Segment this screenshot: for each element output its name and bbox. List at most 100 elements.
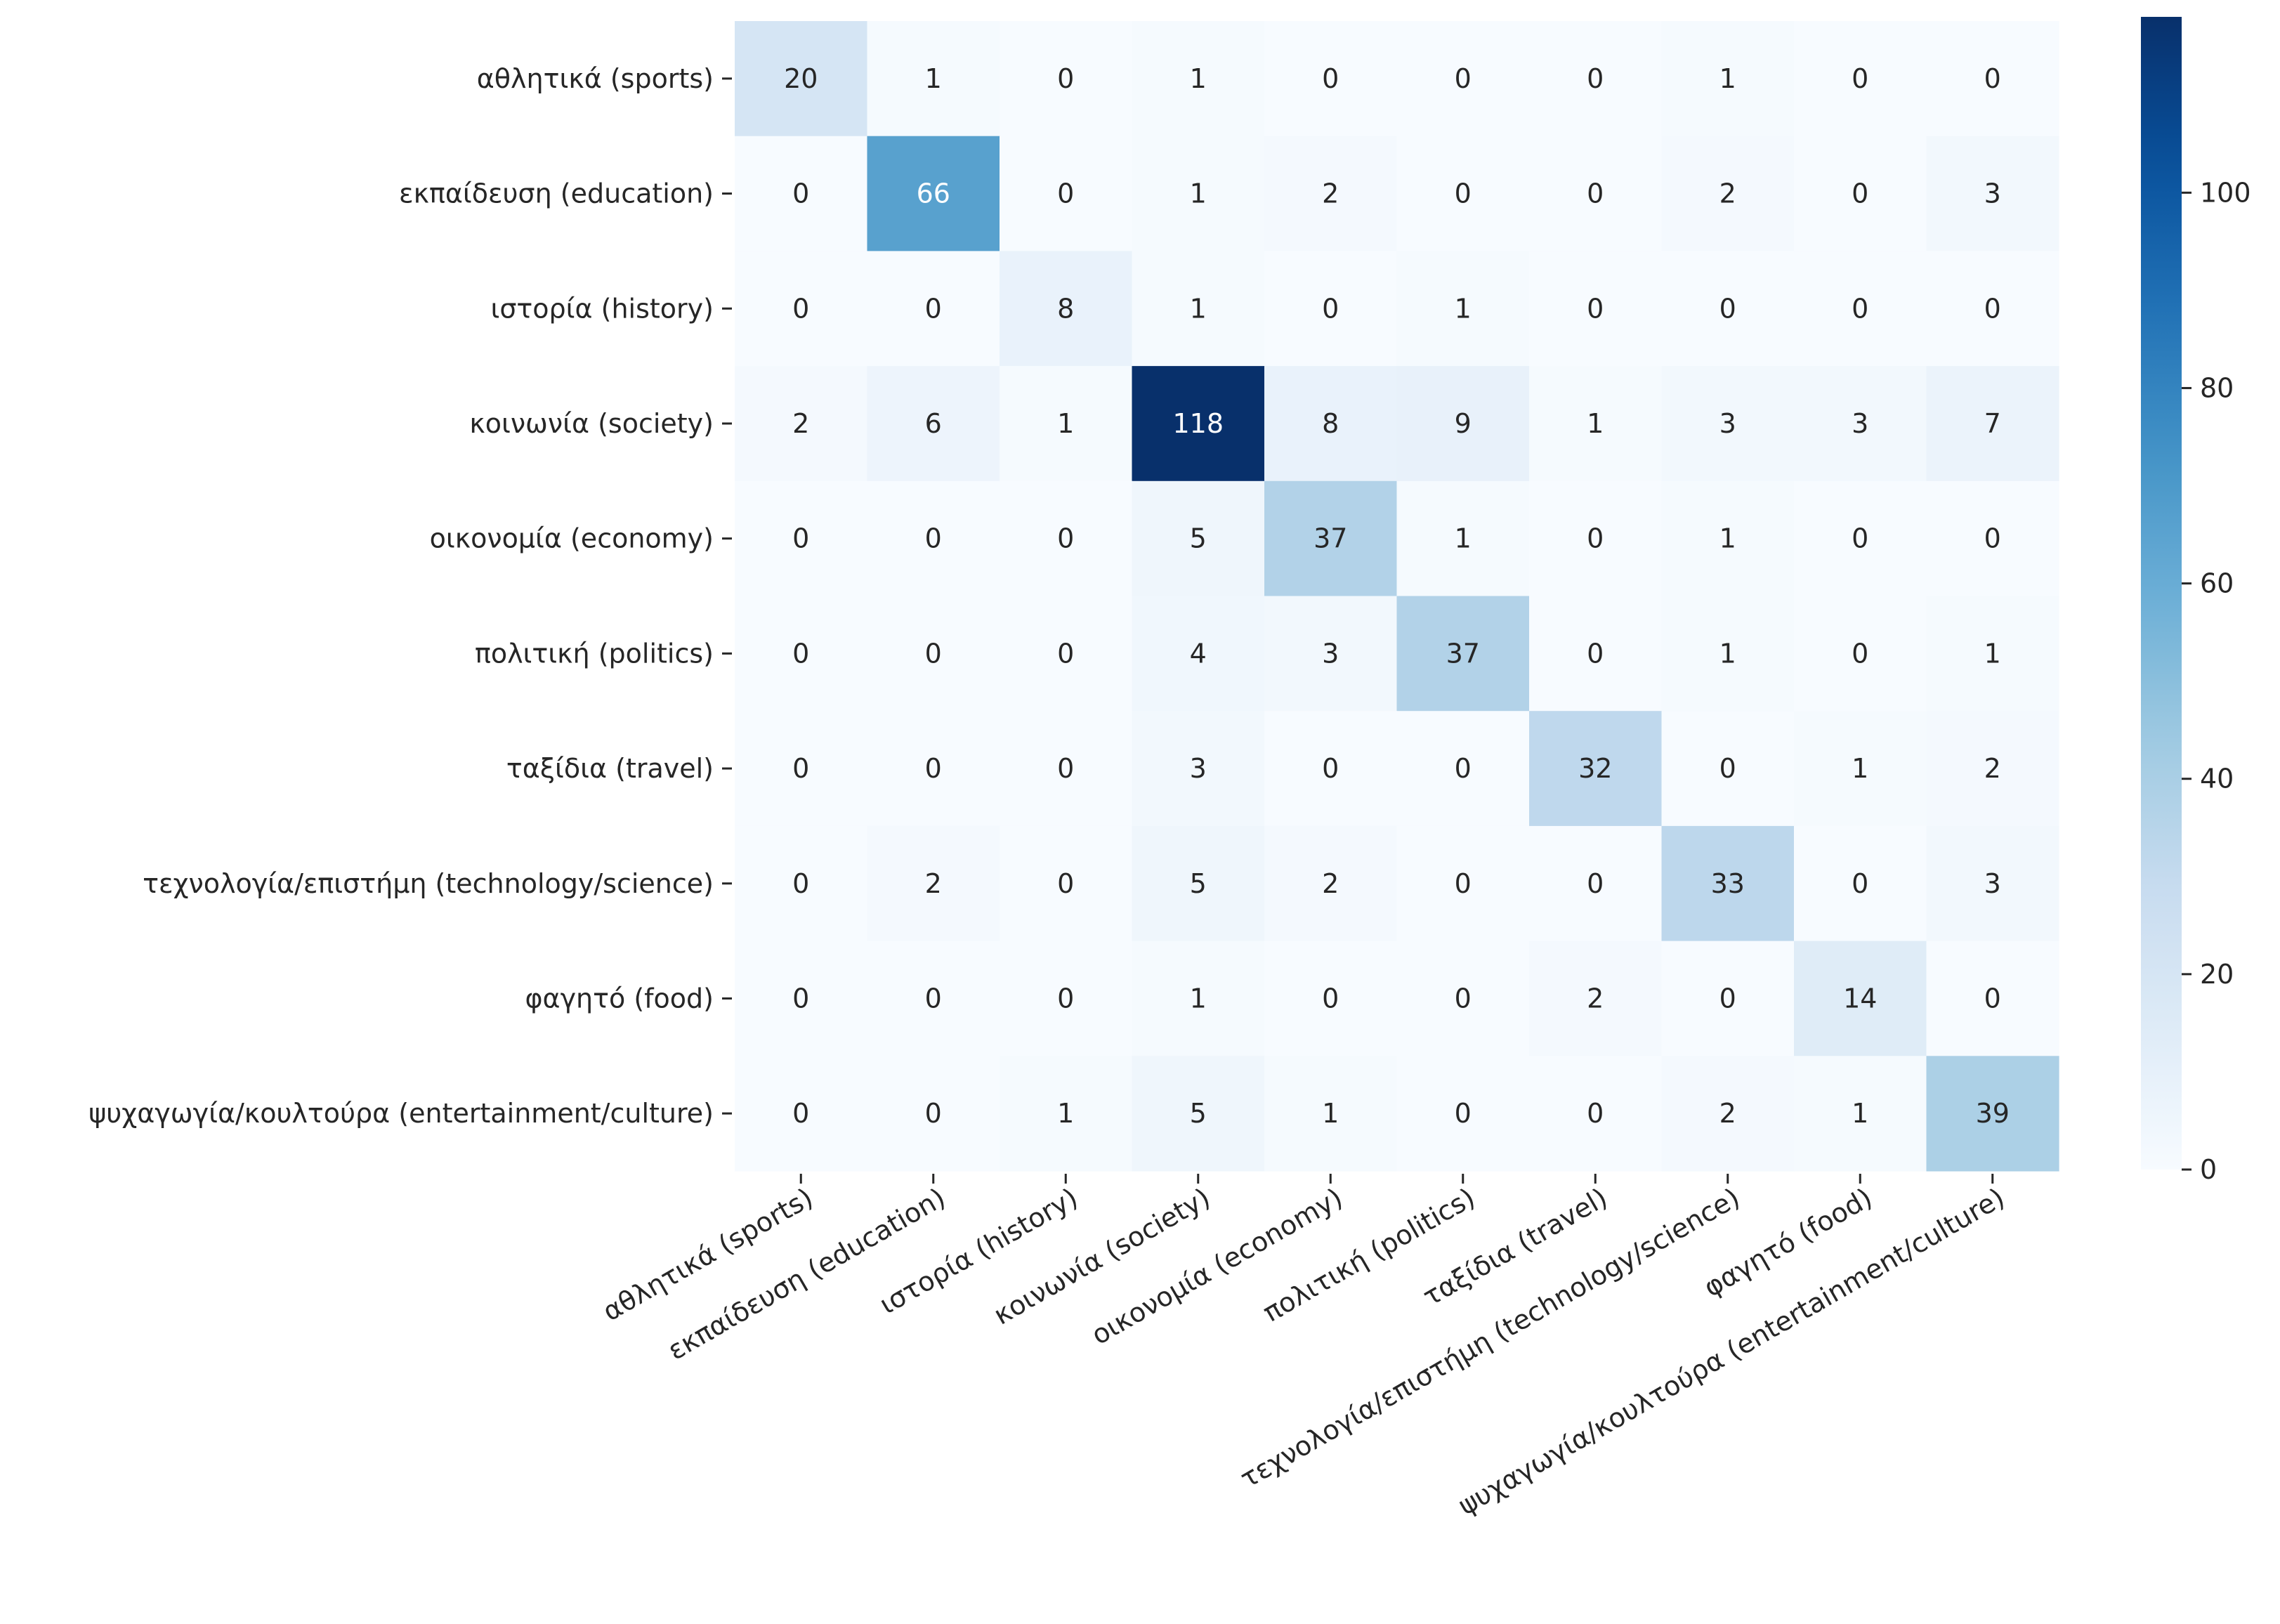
cell-value-label: 0 (1455, 1098, 1472, 1129)
heatmap-cell (1661, 136, 1795, 251)
cell-value-label: 9 (1455, 408, 1472, 439)
heatmap-cell (1132, 941, 1265, 1056)
cell-value-label: 0 (1587, 1098, 1604, 1129)
cell-value-label: 0 (925, 1098, 942, 1129)
cell-value-label: 0 (1852, 638, 1868, 669)
cell-value-label: 0 (1455, 753, 1472, 784)
heatmap-cell (1661, 941, 1795, 1056)
heatmap-cells: 20 1 0 1 0 0 0 1 0 00 66 0 1 2 0 0 2 0 30 0 8 1 0 1 0 0 0 02 6 1 118 8 9… (735, 21, 2059, 1172)
heatmap-cell (1926, 366, 2059, 482)
cell-value-label: 5 (1190, 1098, 1207, 1129)
cell-value-label: 0 (925, 523, 942, 554)
cell-value-label: 2 (1984, 753, 2001, 784)
cell-value-label: 7 (1984, 408, 2001, 439)
cell-value-label: 0 (1984, 63, 2001, 94)
cell-value-label: 3 (1984, 868, 2001, 899)
column-axis: αθλητικά (sports)εκπαίδευση (education)ι… (598, 1174, 2010, 1521)
cell-value-label: 5 (1190, 523, 1207, 554)
cell-value-label: 0 (1852, 868, 1868, 899)
cell-value-label: 8 (1322, 408, 1339, 439)
heatmap-cell (1264, 825, 1398, 942)
cell-value-label: 0 (792, 178, 809, 209)
cell-value-label: 0 (1984, 293, 2001, 324)
cell-value-label: 33 (1711, 868, 1745, 899)
heatmap-cell (867, 251, 1000, 367)
heatmap-cell (735, 21, 868, 137)
heatmap-cell (867, 825, 1000, 942)
row-tick-label: εκπαίδευση (education) (399, 178, 714, 209)
heatmap-cell (1264, 1056, 1398, 1172)
cell-value-label: 37 (1313, 523, 1347, 554)
heatmap-cell (1000, 1056, 1133, 1172)
heatmap-cell (1000, 596, 1133, 712)
heatmap-cell (1000, 366, 1133, 482)
cell-value-label: 0 (792, 1098, 809, 1129)
heatmap-cell (1000, 480, 1133, 597)
heatmap-cell (1000, 136, 1133, 251)
cell-value-label: 0 (925, 293, 942, 324)
heatmap-cell (1529, 941, 1663, 1056)
cell-value-label: 0 (1719, 753, 1736, 784)
cell-value-label: 0 (1852, 523, 1868, 554)
cell-value-label: 1 (925, 63, 942, 94)
cell-value-label: 3 (1719, 408, 1736, 439)
heatmap-cell (1661, 1056, 1795, 1172)
heatmap-cell (1529, 136, 1663, 251)
heatmap-cell (1529, 825, 1663, 942)
cell-value-label: 0 (1587, 178, 1604, 209)
cell-value-label: 3 (1984, 178, 2001, 209)
heatmap-cell (1264, 251, 1398, 367)
colorbar-gradient (2141, 17, 2182, 1170)
heatmap-cell (1132, 136, 1265, 251)
colorbar-tick-label: 60 (2200, 568, 2234, 599)
heatmap-cell (1926, 480, 2059, 597)
heatmap-cell (1794, 366, 1927, 482)
heatmap-cell (1264, 366, 1398, 482)
heatmap-cell (1396, 480, 1530, 597)
cell-value-label: 3 (1852, 408, 1868, 439)
heatmap-cell (1264, 596, 1398, 712)
heatmap-cell (1926, 825, 2059, 942)
row-tick-label: οικονομία (economy) (430, 523, 714, 554)
heatmap-cell (1396, 21, 1530, 137)
cell-value-label: 0 (1455, 983, 1472, 1014)
colorbar-tick-label: 80 (2200, 372, 2234, 403)
cell-value-label: 0 (1057, 178, 1074, 209)
cell-value-label: 0 (925, 753, 942, 784)
cell-value-label: 1 (1190, 293, 1207, 324)
cell-value-label: 1 (1057, 408, 1074, 439)
cell-value-label: 1 (1190, 63, 1207, 94)
cell-value-label: 118 (1172, 408, 1224, 439)
heatmap-cell (1264, 136, 1398, 251)
cell-value-label: 0 (792, 753, 809, 784)
heatmap-cell (1926, 596, 2059, 712)
heatmap-cell (1000, 941, 1133, 1056)
heatmap-cell (1926, 136, 2059, 251)
heatmap-cell (867, 1056, 1000, 1172)
heatmap-cell (735, 1056, 868, 1172)
heatmap-cell (1132, 21, 1265, 137)
cell-value-label: 1 (1719, 63, 1736, 94)
column-tick-label: αθλητικά (sports) (598, 1182, 818, 1328)
heatmap-cell (1529, 711, 1663, 827)
cell-value-label: 0 (1984, 523, 2001, 554)
cell-value-label: 0 (1057, 868, 1074, 899)
cell-value-label: 0 (1322, 293, 1339, 324)
cell-value-label: 4 (1190, 638, 1207, 669)
cell-value-label: 8 (1057, 293, 1074, 324)
cell-value-label: 0 (1587, 523, 1604, 554)
cell-value-label: 0 (1852, 293, 1868, 324)
heatmap-cell (1000, 825, 1133, 942)
cell-value-label: 0 (1057, 523, 1074, 554)
heatmap-cell (1132, 596, 1265, 712)
cell-value-label: 0 (1455, 63, 1472, 94)
heatmap-cell (735, 941, 868, 1056)
row-tick-label: πολιτική (politics) (475, 638, 714, 669)
row-tick-label: αθλητικά (sports) (477, 63, 714, 94)
cell-value-label: 66 (917, 178, 950, 209)
cell-value-label: 0 (1719, 293, 1736, 324)
cell-value-label: 0 (1322, 753, 1339, 784)
heatmap-cell (1529, 1056, 1663, 1172)
row-tick-label: κοινωνία (society) (469, 408, 714, 439)
